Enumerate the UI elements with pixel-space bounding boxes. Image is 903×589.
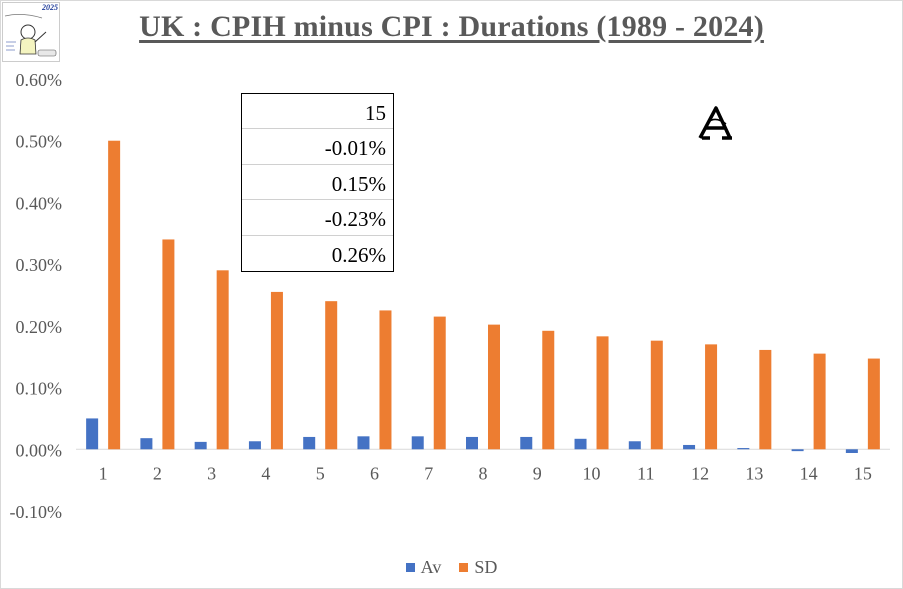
bar-av (520, 436, 533, 450)
bar-sd (379, 310, 392, 450)
y-axis-ticks: 0.60% 0.50% 0.40% 0.30% 0.20% 0.10% 0.00% -0.10… (10, 70, 890, 522)
x-tick-label: 8 (479, 463, 488, 483)
bar-av (628, 441, 641, 450)
x-tick-label: 4 (261, 463, 270, 483)
bar-av (791, 449, 804, 452)
stat-row: 0.15% (242, 165, 393, 201)
bar-av (737, 448, 750, 450)
logo-year: 2025 (41, 3, 58, 12)
bar-av (466, 436, 478, 450)
bar-sd (216, 270, 229, 450)
x-tick-label: 3 (207, 463, 216, 483)
bar-av (357, 436, 370, 450)
y-tick-label: 0.60% (16, 70, 63, 90)
chart-title: UK : CPIH minus CPI : Durations (1989 - … (139, 10, 764, 43)
signature-mark (698, 106, 732, 140)
bar-av (140, 438, 153, 450)
bar-sd (270, 291, 283, 450)
bar-sd (650, 340, 663, 450)
x-tick-label: 15 (854, 463, 872, 483)
legend-label-av: Av (420, 557, 442, 577)
bar-sd (705, 344, 718, 450)
bar-sd (759, 349, 772, 450)
bar-sd (867, 358, 880, 450)
x-tick-label: 7 (424, 463, 433, 483)
legend-swatch-sd (459, 563, 469, 572)
bar-av (683, 444, 696, 450)
bar-av (411, 436, 424, 450)
bar-av (303, 436, 316, 450)
bar-sd (162, 239, 175, 450)
stats-box: 15 -0.01% 0.15% -0.23% 0.26% (241, 93, 394, 272)
bar-av (248, 441, 261, 450)
bars (86, 140, 880, 453)
bar-sd (596, 336, 609, 450)
x-tick-label: 13 (745, 463, 763, 483)
x-tick-label: 6 (370, 463, 379, 483)
x-tick-label: 5 (316, 463, 325, 483)
stat-row: -0.23% (242, 200, 393, 236)
x-axis-labels: 1 2 3 4 5 6 7 8 9 10 11 12 13 14 15 (99, 463, 872, 483)
bar-sd (325, 301, 338, 450)
bar-av (86, 418, 99, 450)
bar-sd (542, 330, 555, 450)
x-tick-label: 2 (153, 463, 162, 483)
bar-av (194, 441, 207, 450)
stat-row: 0.26% (331, 242, 386, 267)
legend-swatch-av (405, 563, 415, 572)
y-tick-label: 0.00% (16, 440, 63, 460)
bar-sd (108, 140, 121, 450)
logo-image: 2025 (2, 2, 60, 62)
x-tick-label: 14 (800, 463, 818, 483)
x-tick-label: 10 (583, 463, 601, 483)
bar-sd (488, 324, 500, 450)
y-tick-label: 0.40% (16, 193, 63, 213)
y-tick-label: 0.10% (16, 379, 63, 399)
y-tick-label: 0.50% (16, 132, 63, 152)
stat-row: 15 (242, 94, 393, 130)
bar-av (574, 438, 587, 450)
x-tick-label: 12 (691, 463, 709, 483)
x-tick-label: 9 (533, 463, 542, 483)
y-tick-label: 0.30% (16, 255, 63, 275)
y-tick-label: 0.20% (16, 317, 63, 337)
y-tick-label: -0.10% (10, 502, 63, 522)
legend-item-av: Av (405, 557, 442, 578)
legend: Av SD (0, 557, 903, 578)
x-tick-label: 1 (99, 463, 108, 483)
bar-av (845, 449, 858, 453)
stat-row: -0.01% (242, 129, 393, 165)
bar-sd (433, 316, 446, 450)
legend-label-sd: SD (474, 557, 498, 577)
x-tick-label: 11 (637, 463, 654, 483)
legend-item-sd: SD (459, 557, 497, 578)
bar-sd (813, 353, 826, 450)
